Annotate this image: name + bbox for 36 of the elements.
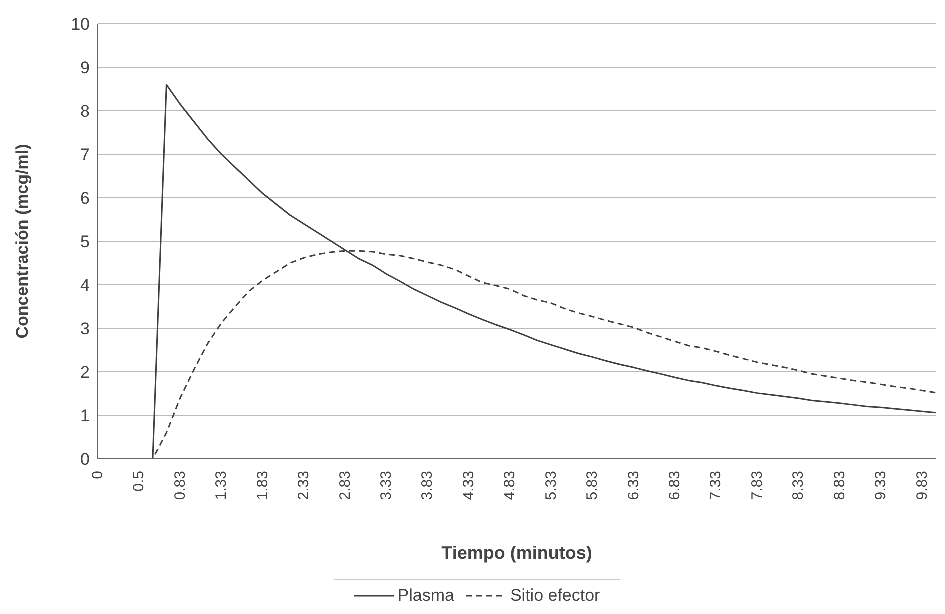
y-tick-label: 6 bbox=[80, 189, 90, 208]
x-tick-label: 0.5 bbox=[130, 471, 148, 492]
x-tick-label: 9.33 bbox=[872, 471, 890, 500]
x-tick-label: 1.83 bbox=[254, 471, 272, 500]
x-tick-label: 6.33 bbox=[625, 471, 642, 500]
x-tick-label: 6.83 bbox=[666, 471, 684, 500]
x-tick-label: 7.33 bbox=[708, 471, 725, 500]
y-tick-label: 10 bbox=[71, 15, 90, 34]
y-tick-label: 1 bbox=[80, 406, 90, 426]
y-tick-label: 9 bbox=[80, 58, 90, 78]
x-tick-label: 5.33 bbox=[542, 471, 560, 500]
x-tick-label: 3.33 bbox=[378, 471, 395, 500]
x-tick-label: 4.33 bbox=[460, 471, 478, 500]
y-tick-label: 0 bbox=[80, 450, 90, 470]
x-tick-label: 8.83 bbox=[831, 471, 848, 500]
x-tick-label: 7.83 bbox=[748, 471, 766, 500]
x-axis-title: Tiempo (minutos) bbox=[442, 543, 592, 563]
x-tick-label: 2.33 bbox=[296, 471, 313, 500]
y-tick-label: 2 bbox=[80, 363, 90, 382]
y-tick-label: 7 bbox=[80, 146, 90, 165]
legend-label: Sitio efector bbox=[509, 586, 600, 606]
x-tick-label: 0 bbox=[90, 471, 106, 480]
x-tick-label: 5.83 bbox=[584, 471, 602, 500]
y-tick-label: 4 bbox=[80, 276, 90, 296]
x-tick-label: 2.83 bbox=[336, 471, 354, 500]
legend-label: Plasma bbox=[396, 586, 454, 606]
y-axis-title: Concentración (mcg/ml) bbox=[13, 144, 32, 339]
y-tick-label: 3 bbox=[80, 320, 90, 339]
x-tick-label: 3.83 bbox=[419, 471, 436, 500]
y-tick-label: 8 bbox=[80, 102, 90, 122]
x-tick-label: 9.83 bbox=[914, 471, 931, 500]
x-tick-label: 4.83 bbox=[502, 471, 519, 500]
x-tick-label: 8.33 bbox=[790, 471, 808, 500]
y-tick-label: 5 bbox=[80, 232, 90, 252]
x-tick-label: 1.33 bbox=[213, 471, 230, 500]
x-tick-label: 0.83 bbox=[172, 471, 189, 500]
